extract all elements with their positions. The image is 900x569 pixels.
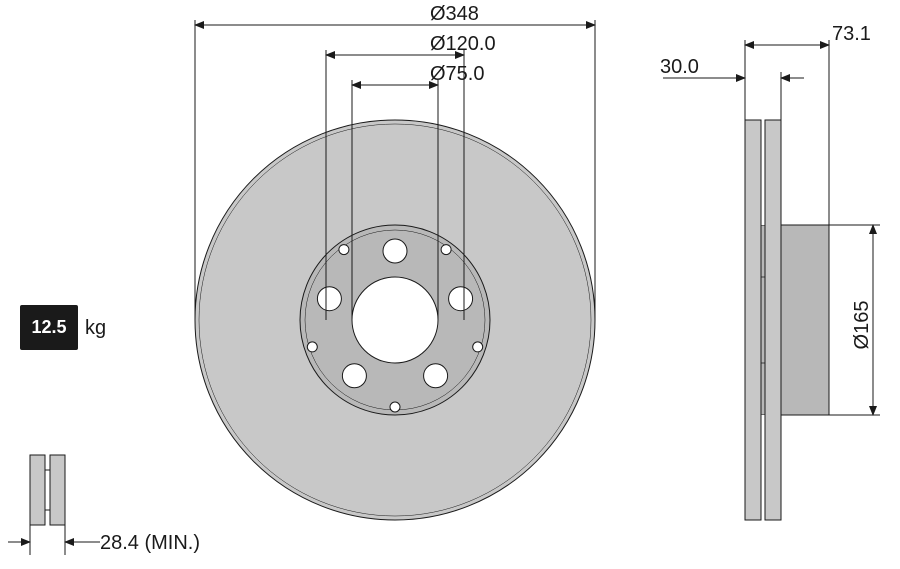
dim-depth: 73.1 — [832, 23, 871, 45]
dim-hat: Ø165 — [851, 301, 873, 350]
dim-wall-group — [663, 72, 804, 120]
drawing-canvas: 28.4 (MIN.) Ø348 Ø120.0 Ø75.0 73.1 30.0 … — [0, 0, 900, 569]
side-view — [745, 120, 829, 520]
dim-bore: Ø75.0 — [430, 63, 484, 85]
dim-pcd: Ø120.0 — [430, 33, 496, 55]
min-thickness-view — [8, 455, 100, 555]
dim-min-thickness: 28.4 (MIN.) — [100, 532, 200, 554]
front-view — [195, 120, 595, 520]
dim-wall: 30.0 — [660, 56, 699, 78]
dim-outer-dia: Ø348 — [430, 3, 479, 25]
